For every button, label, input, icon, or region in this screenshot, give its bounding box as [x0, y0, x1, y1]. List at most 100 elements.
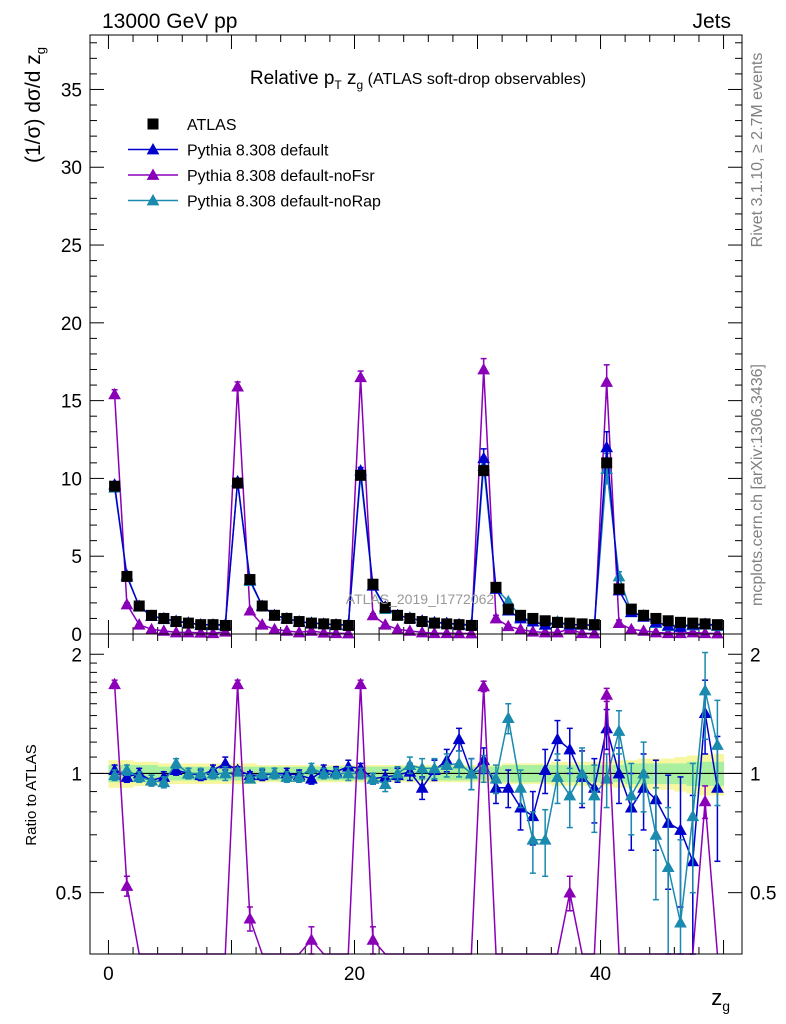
atlas-data-point: [625, 603, 637, 615]
ratio-data-point: [489, 772, 503, 784]
data-point: [428, 626, 441, 639]
ratio-data-point: [612, 766, 626, 779]
data-point: [452, 626, 466, 639]
ratio-data-point: [255, 766, 269, 779]
ratio-data-point: [182, 766, 195, 779]
ratio-data-point: [218, 766, 232, 779]
ratio-series-group: [108, 651, 724, 955]
data-point: [305, 624, 318, 636]
title-part: Relative p: [250, 68, 335, 89]
ratio-data-point: [354, 677, 367, 690]
ratio-data-point: [341, 766, 355, 779]
title-subscript: T: [334, 78, 342, 92]
ratio-data-point: [477, 761, 491, 774]
ratio-data-point: [563, 788, 577, 801]
atlas-data-point: [219, 619, 231, 631]
atlas-data-point: [588, 619, 600, 631]
data-point: [575, 626, 589, 639]
ratio-data-point: [366, 933, 380, 945]
ratio-data-point: [243, 912, 257, 924]
mcplots-label: mcplots.cern.ch [arXiv:1306.3436]: [749, 364, 766, 606]
ratio-data-point: [268, 766, 281, 779]
atlas-data-point: [305, 617, 317, 629]
ratio-data-point: [612, 724, 626, 736]
ratio-data-point: [305, 933, 318, 945]
main-y-axis-label-text: (1/σ) dσ/d zg: [22, 47, 48, 163]
data-point: [329, 626, 343, 639]
atlas-data-point: [490, 581, 502, 593]
header-left: 13000 GeV pp: [102, 10, 237, 33]
title-part: z: [342, 68, 357, 89]
legend-marker-triangle: [146, 142, 160, 155]
ratio-data-point: [514, 781, 527, 793]
data-point: [243, 604, 257, 616]
ratio-data-point: [403, 758, 417, 770]
ratio-y-tick-label: 2: [71, 645, 82, 666]
data-point: [145, 622, 158, 635]
data-point: [366, 608, 380, 621]
atlas-data-point: [355, 469, 367, 481]
ratio-y-axis-label: Ratio to ATLAS: [23, 744, 40, 845]
y-tick-label: 10: [61, 469, 82, 490]
atlas-data-point: [687, 617, 699, 629]
ratio-data-point: [649, 828, 663, 840]
ratio-data-point: [452, 732, 466, 745]
data-point: [489, 611, 503, 624]
xlabel-subscript: g: [722, 998, 730, 1014]
ylabel-subscript: g: [33, 47, 48, 54]
ylabel-part: (1/σ) dσ/d z: [22, 54, 45, 163]
watermark: ATLAS_2019_I1772062: [346, 591, 495, 607]
data-point: [391, 622, 404, 635]
atlas-data-point: [404, 612, 416, 624]
atlas-data-point: [478, 465, 490, 477]
ratio-data-point: [698, 683, 712, 696]
atlas-data-point: [207, 619, 219, 631]
main-series-group: [108, 357, 724, 639]
data-point: [255, 618, 269, 630]
legend-entry-atlas: ATLAS: [147, 117, 237, 134]
x-tick-label: 20: [344, 964, 365, 985]
atlas-data-point: [515, 609, 527, 621]
ratio-data-point: [194, 766, 208, 779]
ratio-data-point: [157, 775, 171, 788]
data-point: [698, 626, 712, 639]
data-point: [280, 624, 294, 636]
x-axis-label-text: zg: [711, 985, 730, 1014]
ratio-data-point: [600, 688, 614, 700]
ratio-data-point: [292, 770, 306, 782]
legend-label: Pythia 8.308 default: [187, 143, 329, 160]
legend-marker-triangle: [146, 193, 160, 206]
legend-marker-square: [147, 118, 159, 130]
xlabel-part: z: [711, 985, 722, 1010]
y-tick-label: 25: [61, 236, 82, 257]
data-point: [477, 451, 491, 464]
data-point: [440, 626, 454, 639]
ratio-data-point: [551, 732, 564, 745]
atlas-data-point: [182, 617, 194, 629]
data-point: [588, 627, 601, 639]
atlas-data-point: [576, 618, 588, 630]
ratio-data-point: [600, 721, 614, 734]
ratio-data-point: [698, 794, 712, 807]
ratio-data-point: [354, 766, 367, 779]
atlas-data-point: [674, 616, 686, 628]
data-point: [674, 626, 687, 639]
data-point: [132, 618, 146, 630]
ratio-data-point: [600, 772, 614, 784]
atlas-data-point: [699, 618, 711, 630]
ratio-data-point: [637, 766, 650, 779]
atlas-data-point: [638, 609, 650, 621]
ratio-data-point: [169, 756, 183, 769]
title-subscript: g: [357, 78, 364, 92]
ratio-data-point: [231, 765, 244, 777]
ratio-data-point: [501, 711, 515, 723]
legend-label: Pythia 8.308 default-noFsr: [187, 168, 375, 185]
atlas-data-point: [146, 609, 158, 621]
ratio-data-point: [169, 763, 183, 775]
ratio-data-point: [329, 766, 343, 779]
atlas-data-point: [539, 615, 551, 627]
atlas-data-point: [256, 600, 268, 612]
ratio-data-point: [120, 879, 134, 891]
atlas-data-point: [662, 615, 674, 627]
